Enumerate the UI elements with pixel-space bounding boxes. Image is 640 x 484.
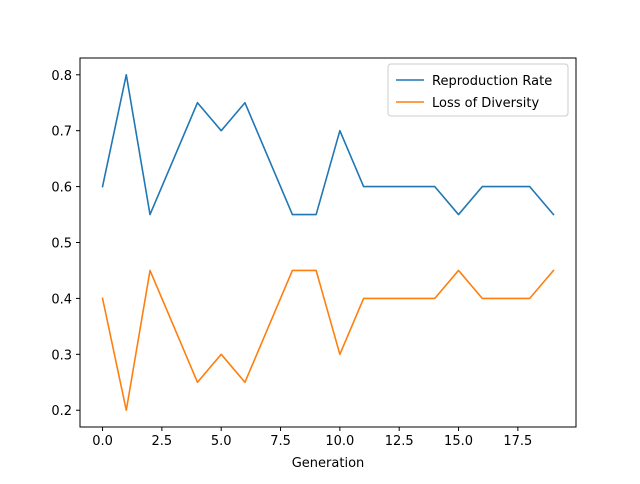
x-tick-label: 15.0 — [444, 434, 473, 449]
x-tick-label: 17.5 — [503, 434, 532, 449]
series-line-0 — [101, 73, 555, 216]
y-tick-label: 0.4 — [51, 292, 72, 307]
legend-label-1: Loss of Diversity — [432, 96, 539, 111]
series-layer — [101, 73, 555, 412]
legend: Reproduction Rate Loss of Diversity — [387, 63, 569, 117]
y-axis: 0.2 0.3 0.4 0.5 0.6 0.7 0.8 — [51, 69, 80, 419]
y-tick-label: 0.6 — [51, 181, 72, 196]
y-tick-label: 0.8 — [51, 69, 72, 84]
y-tick-label: 0.7 — [51, 125, 72, 140]
legend-label-0: Reproduction Rate — [432, 74, 552, 89]
y-tick-label: 0.5 — [51, 237, 72, 252]
x-axis: 0.0 2.5 5.0 7.5 10.0 12.5 15.0 17.5 — [92, 427, 532, 449]
x-tick-label: 10.0 — [325, 434, 354, 449]
x-tick-label: 5.0 — [211, 434, 232, 449]
y-tick-label: 0.3 — [51, 348, 72, 363]
x-tick-label: 2.5 — [152, 434, 173, 449]
y-tick-label: 0.2 — [51, 404, 72, 419]
x-tick-label: 7.5 — [270, 434, 291, 449]
x-tick-label: 0.0 — [92, 434, 113, 449]
legend-box — [387, 63, 569, 117]
x-tick-label: 12.5 — [385, 434, 414, 449]
series-line-1 — [101, 269, 555, 412]
x-axis-title: Generation — [292, 456, 365, 471]
